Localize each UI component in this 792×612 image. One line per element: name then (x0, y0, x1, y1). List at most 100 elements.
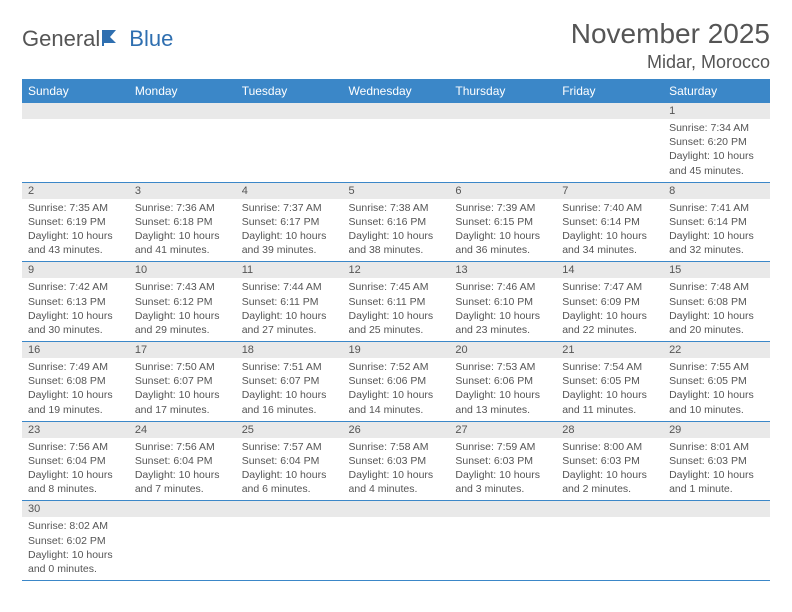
calendar-cell: 29Sunrise: 8:01 AMSunset: 6:03 PMDayligh… (663, 421, 770, 501)
calendar-cell: 23Sunrise: 7:56 AMSunset: 6:04 PMDayligh… (22, 421, 129, 501)
calendar-cell: 17Sunrise: 7:50 AMSunset: 6:07 PMDayligh… (129, 342, 236, 422)
sunset-text: Sunset: 6:14 PM (562, 215, 657, 229)
daylight-text: Daylight: 10 hours and 39 minutes. (242, 229, 337, 257)
weekday-header: Monday (129, 79, 236, 103)
sunset-text: Sunset: 6:08 PM (28, 374, 123, 388)
page-title: November 2025 (571, 18, 770, 50)
calendar-row: 1Sunrise: 7:34 AMSunset: 6:20 PMDaylight… (22, 103, 770, 182)
sunrise-text: Sunrise: 7:43 AM (135, 280, 230, 294)
daylight-text: Daylight: 10 hours and 25 minutes. (349, 309, 444, 337)
day-number: 23 (22, 422, 129, 438)
day-details: Sunrise: 7:57 AMSunset: 6:04 PMDaylight:… (236, 438, 343, 501)
day-number-row (663, 501, 770, 517)
sunset-text: Sunset: 6:07 PM (135, 374, 230, 388)
day-details: Sunrise: 7:34 AMSunset: 6:20 PMDaylight:… (663, 119, 770, 182)
day-number: 21 (556, 342, 663, 358)
calendar-cell: 4Sunrise: 7:37 AMSunset: 6:17 PMDaylight… (236, 182, 343, 262)
day-number: 30 (22, 501, 129, 517)
day-details: Sunrise: 7:45 AMSunset: 6:11 PMDaylight:… (343, 278, 450, 341)
calendar-cell (663, 501, 770, 581)
weekday-header: Tuesday (236, 79, 343, 103)
sunrise-text: Sunrise: 7:42 AM (28, 280, 123, 294)
day-number: 4 (236, 183, 343, 199)
sunset-text: Sunset: 6:04 PM (28, 454, 123, 468)
sunset-text: Sunset: 6:08 PM (669, 295, 764, 309)
calendar-cell (449, 103, 556, 182)
sunrise-text: Sunrise: 7:55 AM (669, 360, 764, 374)
sunset-text: Sunset: 6:06 PM (455, 374, 550, 388)
calendar-table: Sunday Monday Tuesday Wednesday Thursday… (22, 79, 770, 581)
calendar-cell (343, 501, 450, 581)
calendar-cell (129, 103, 236, 182)
day-number-row (556, 501, 663, 517)
daylight-text: Daylight: 10 hours and 13 minutes. (455, 388, 550, 416)
sunset-text: Sunset: 6:15 PM (455, 215, 550, 229)
day-details: Sunrise: 7:48 AMSunset: 6:08 PMDaylight:… (663, 278, 770, 341)
day-number: 16 (22, 342, 129, 358)
day-number: 9 (22, 262, 129, 278)
day-number: 11 (236, 262, 343, 278)
daylight-text: Daylight: 10 hours and 17 minutes. (135, 388, 230, 416)
calendar-cell (22, 103, 129, 182)
sunset-text: Sunset: 6:09 PM (562, 295, 657, 309)
calendar-cell (449, 501, 556, 581)
daylight-text: Daylight: 10 hours and 2 minutes. (562, 468, 657, 496)
daylight-text: Daylight: 10 hours and 4 minutes. (349, 468, 444, 496)
sunset-text: Sunset: 6:06 PM (349, 374, 444, 388)
day-number: 10 (129, 262, 236, 278)
sunrise-text: Sunrise: 7:50 AM (135, 360, 230, 374)
sunset-text: Sunset: 6:05 PM (669, 374, 764, 388)
day-details: Sunrise: 7:40 AMSunset: 6:14 PMDaylight:… (556, 199, 663, 262)
sunset-text: Sunset: 6:16 PM (349, 215, 444, 229)
daylight-text: Daylight: 10 hours and 19 minutes. (28, 388, 123, 416)
sunset-text: Sunset: 6:03 PM (349, 454, 444, 468)
calendar-cell: 3Sunrise: 7:36 AMSunset: 6:18 PMDaylight… (129, 182, 236, 262)
day-details: Sunrise: 7:51 AMSunset: 6:07 PMDaylight:… (236, 358, 343, 421)
daylight-text: Daylight: 10 hours and 0 minutes. (28, 548, 123, 576)
calendar-cell: 12Sunrise: 7:45 AMSunset: 6:11 PMDayligh… (343, 262, 450, 342)
day-details: Sunrise: 7:41 AMSunset: 6:14 PMDaylight:… (663, 199, 770, 262)
sunset-text: Sunset: 6:03 PM (562, 454, 657, 468)
daylight-text: Daylight: 10 hours and 43 minutes. (28, 229, 123, 257)
sunset-text: Sunset: 6:20 PM (669, 135, 764, 149)
day-number: 8 (663, 183, 770, 199)
day-details: Sunrise: 7:59 AMSunset: 6:03 PMDaylight:… (449, 438, 556, 501)
sunrise-text: Sunrise: 8:02 AM (28, 519, 123, 533)
calendar-cell (556, 501, 663, 581)
day-number: 6 (449, 183, 556, 199)
header: General Blue November 2025 Midar, Morocc… (22, 18, 770, 73)
day-details: Sunrise: 7:50 AMSunset: 6:07 PMDaylight:… (129, 358, 236, 421)
day-details: Sunrise: 7:36 AMSunset: 6:18 PMDaylight:… (129, 199, 236, 262)
sunrise-text: Sunrise: 8:01 AM (669, 440, 764, 454)
day-details: Sunrise: 7:42 AMSunset: 6:13 PMDaylight:… (22, 278, 129, 341)
sunset-text: Sunset: 6:19 PM (28, 215, 123, 229)
day-number: 20 (449, 342, 556, 358)
sunrise-text: Sunrise: 7:45 AM (349, 280, 444, 294)
day-details: Sunrise: 7:35 AMSunset: 6:19 PMDaylight:… (22, 199, 129, 262)
day-number: 29 (663, 422, 770, 438)
sunset-text: Sunset: 6:03 PM (455, 454, 550, 468)
day-number: 15 (663, 262, 770, 278)
day-details: Sunrise: 8:00 AMSunset: 6:03 PMDaylight:… (556, 438, 663, 501)
sunrise-text: Sunrise: 7:41 AM (669, 201, 764, 215)
sunrise-text: Sunrise: 7:46 AM (455, 280, 550, 294)
day-details: Sunrise: 7:38 AMSunset: 6:16 PMDaylight:… (343, 199, 450, 262)
day-details: Sunrise: 7:54 AMSunset: 6:05 PMDaylight:… (556, 358, 663, 421)
calendar-body: 1Sunrise: 7:34 AMSunset: 6:20 PMDaylight… (22, 103, 770, 581)
calendar-cell: 25Sunrise: 7:57 AMSunset: 6:04 PMDayligh… (236, 421, 343, 501)
day-number: 14 (556, 262, 663, 278)
weekday-header: Wednesday (343, 79, 450, 103)
calendar-cell: 28Sunrise: 8:00 AMSunset: 6:03 PMDayligh… (556, 421, 663, 501)
sunset-text: Sunset: 6:18 PM (135, 215, 230, 229)
calendar-cell: 15Sunrise: 7:48 AMSunset: 6:08 PMDayligh… (663, 262, 770, 342)
day-number: 24 (129, 422, 236, 438)
sunrise-text: Sunrise: 7:48 AM (669, 280, 764, 294)
calendar-cell: 10Sunrise: 7:43 AMSunset: 6:12 PMDayligh… (129, 262, 236, 342)
sunrise-text: Sunrise: 7:58 AM (349, 440, 444, 454)
daylight-text: Daylight: 10 hours and 41 minutes. (135, 229, 230, 257)
day-number: 17 (129, 342, 236, 358)
calendar-row: 23Sunrise: 7:56 AMSunset: 6:04 PMDayligh… (22, 421, 770, 501)
weekday-header: Sunday (22, 79, 129, 103)
calendar-row: 16Sunrise: 7:49 AMSunset: 6:08 PMDayligh… (22, 342, 770, 422)
day-number-row (449, 501, 556, 517)
